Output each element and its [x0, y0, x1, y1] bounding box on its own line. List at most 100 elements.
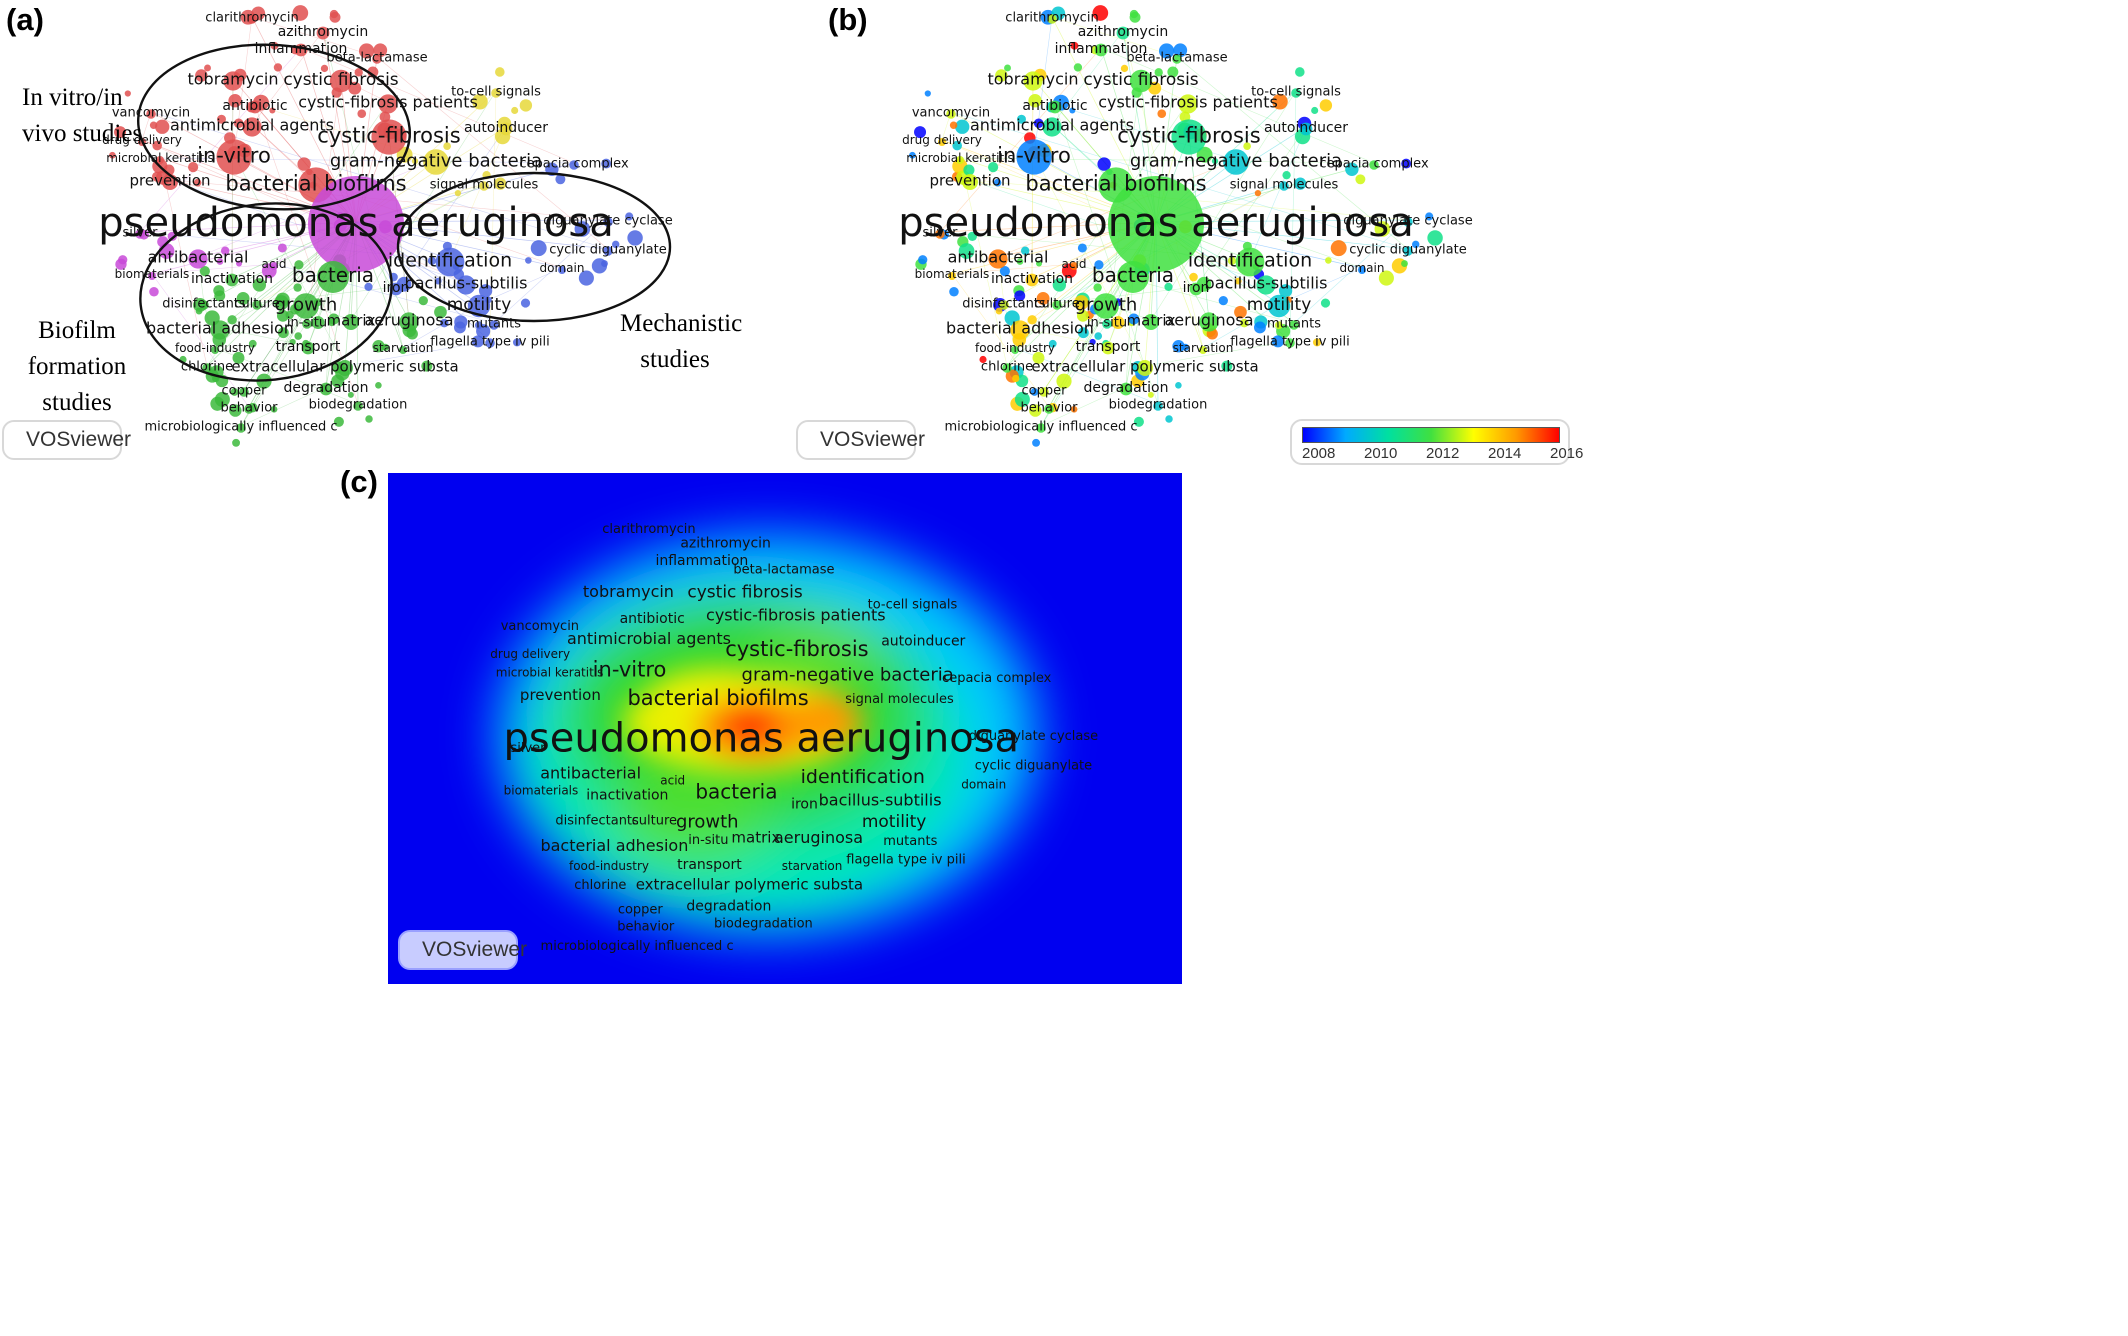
term-node-cyclic-diguanylate: [603, 246, 613, 256]
term-node: [1221, 360, 1233, 372]
term-node-antibiotic: [1048, 100, 1062, 114]
term-node: [1172, 340, 1185, 353]
term-node-bacteria: [1117, 261, 1149, 293]
term-node-matrix: [1143, 314, 1159, 330]
density-label-acid: acid: [660, 773, 685, 787]
term-label-azithromycin: azithromycin: [1078, 24, 1169, 40]
term-label-bacteria: bacteria: [292, 263, 374, 287]
term-node-in-vitro: [216, 139, 252, 175]
link-line: [1202, 303, 1280, 349]
term-node: [995, 69, 1008, 82]
link-line: [395, 126, 507, 288]
term-label-microbial-keratitis: microbial keratitis: [906, 151, 1014, 165]
term-node-bacterial-adhesion: [1010, 320, 1030, 340]
term-node: [230, 388, 239, 396]
density-label-biodegradation: biodegradation: [714, 917, 813, 932]
term-node: [1056, 373, 1072, 389]
term-node-signal-molecules: [1279, 181, 1289, 191]
density-label-biomaterials: biomaterials: [504, 784, 579, 798]
term-label-culture: culture: [234, 297, 279, 312]
term-label-cyclic-diguanylate: cyclic diguanylate: [1349, 243, 1466, 258]
density-label-clarithromycin: clarithromycin: [602, 522, 695, 537]
term-label-tobramycin: tobramycin: [187, 70, 278, 89]
term-node-aeruginosa: [1199, 312, 1219, 332]
colorbar-tick-label: 2008: [1302, 445, 1336, 462]
term-node: [958, 243, 975, 259]
term-node: [949, 286, 959, 297]
term-node: [1175, 382, 1182, 389]
link-line: [1048, 303, 1107, 408]
term-node-acid: [270, 262, 278, 270]
term-node-antimicrobial-agents: [242, 117, 262, 137]
term-label-cepacia-complex: cepacia complex: [519, 157, 629, 172]
link-line: [233, 16, 253, 156]
link-line: [233, 154, 346, 367]
link-line: [254, 104, 359, 405]
term-node: [1093, 283, 1102, 292]
term-label-bacterial-adhesion: bacterial adhesion: [946, 319, 1094, 338]
term-node: [1094, 260, 1104, 270]
density-label-motility: motility: [862, 812, 927, 832]
term-label-extracellular-polymeric-substa: extracellular polymeric substa: [231, 357, 458, 375]
term-label-biomaterials: biomaterials: [915, 267, 990, 281]
term-label-identification: identification: [388, 250, 512, 272]
density-label-to-cell-signals: to-cell signals: [868, 597, 958, 612]
invitro-note-line1: In vitro/in: [22, 84, 123, 111]
term-label-bacterial-biofilms: bacterial biofilms: [225, 171, 406, 195]
link-line: [206, 101, 389, 367]
term-node-cystic-fibrosis: [1129, 69, 1153, 93]
term-node: [440, 318, 449, 328]
term-node: [235, 260, 243, 267]
term-node: [1227, 256, 1237, 265]
term-node-biodegradation: [353, 401, 363, 411]
link-line: [151, 273, 250, 408]
term-node-identification: [1235, 247, 1265, 277]
term-node: [995, 307, 1003, 315]
term-node: [232, 351, 245, 364]
density-label-diguanylate-cyclase: diguanylate cyclase: [969, 729, 1098, 744]
term-node-vancomycin: [946, 109, 956, 119]
link-line: [376, 56, 609, 250]
colorbar-tick-label: 2010: [1364, 445, 1398, 462]
term-label-diguanylate-cyclase: diguanylate cyclase: [543, 214, 672, 229]
term-node: [1312, 338, 1322, 347]
term-node: [220, 246, 230, 255]
term-label-matrix: matrix: [327, 311, 376, 329]
density-label-cyclic-diguanylate: cyclic diguanylate: [975, 759, 1092, 774]
term-node: [963, 164, 975, 176]
link-line: [1293, 219, 1409, 324]
term-node: [1278, 284, 1293, 298]
biofilm-studies-note: Biofilm formation studies: [6, 313, 148, 421]
term-node: [236, 291, 250, 305]
term-label-silver: silver: [922, 226, 958, 241]
term-node-flagella-type-iv-pili: [1285, 338, 1295, 348]
term-node: [418, 295, 428, 306]
density-label-microbial-keratitis: microbial keratitis: [496, 665, 604, 679]
link-line: [1100, 47, 1375, 164]
term-node-beta-lactamase: [372, 54, 382, 64]
term-node-gram-negative-bacteria: [423, 149, 449, 175]
term-label-drug-delivery: drug delivery: [902, 133, 982, 147]
term-node: [1374, 221, 1391, 237]
term-label-cystic-fibrosis: cystic fibrosis: [1083, 70, 1198, 90]
term-label-microbiologically-influenced-c: microbiologically influenced c: [144, 420, 337, 435]
term-label-aeruginosa: aeruginosa: [364, 311, 453, 330]
term-node: [216, 258, 224, 265]
term-node: [195, 307, 203, 315]
term-label-azithromycin: azithromycin: [278, 24, 369, 40]
term-node-beta-lactamase: [1172, 54, 1182, 64]
density-label-aeruginosa: aeruginosa: [774, 828, 863, 847]
term-node: [1325, 257, 1332, 264]
term-node: [1012, 374, 1020, 383]
term-label-identification: identification: [1188, 250, 1312, 272]
term-node: [358, 43, 375, 59]
term-label-bacterial-adhesion: bacterial adhesion: [146, 319, 294, 338]
term-node: [1173, 43, 1188, 58]
term-node: [612, 240, 620, 249]
term-node: [1189, 272, 1198, 282]
term-node: [1253, 321, 1266, 334]
link-line: [1040, 386, 1127, 427]
term-node: [453, 321, 466, 334]
term-label-food-industry: food-industry: [975, 341, 1055, 355]
term-node-biomaterials: [148, 272, 156, 280]
